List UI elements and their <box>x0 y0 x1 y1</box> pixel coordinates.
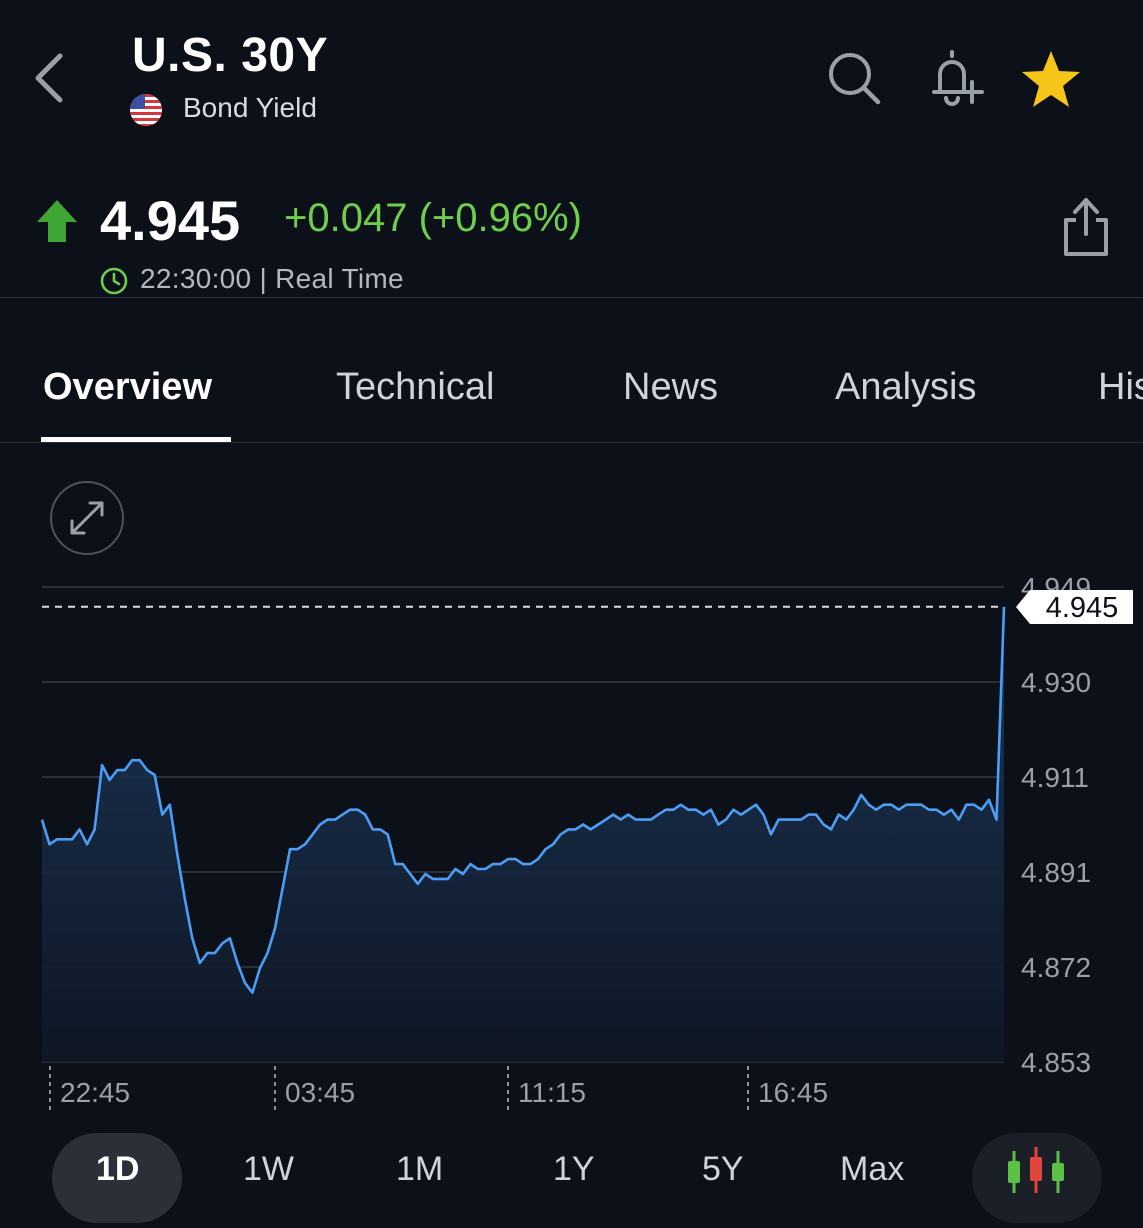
price-change: +0.047 (+0.96%) <box>284 196 582 240</box>
up-arrow-icon <box>36 198 78 244</box>
tab-historical[interactable]: His <box>1098 366 1143 408</box>
star-icon <box>1022 51 1080 107</box>
watchlist-star-button[interactable] <box>1018 48 1084 112</box>
share-button[interactable] <box>1060 196 1112 258</box>
tab-overview[interactable]: Overview <box>43 366 212 408</box>
page-title: U.S. 30Y <box>132 29 329 82</box>
quote-time-status: 22:30:00 | Real Time <box>140 263 404 294</box>
tab-news[interactable]: News <box>623 366 719 408</box>
us-flag-icon <box>130 94 162 126</box>
y-tick-label: 4.911 <box>1021 762 1089 793</box>
instrument-subtitle: Bond Yield <box>183 92 317 123</box>
price-alert-button[interactable] <box>922 46 984 108</box>
x-tick-label: 03:45 <box>285 1077 355 1108</box>
range-max-button[interactable]: Max <box>840 1150 905 1188</box>
last-value-tag: 4.945 <box>1016 590 1133 624</box>
range-1w-button[interactable]: 1W <box>243 1150 294 1188</box>
last-price: 4.945 <box>100 189 241 252</box>
x-tick-label: 11:15 <box>518 1077 586 1108</box>
chart-area-fill <box>42 606 1004 1062</box>
chart-type-button[interactable] <box>972 1133 1102 1223</box>
range-1d-label: 1D <box>96 1150 140 1188</box>
range-1m-button[interactable]: 1M <box>396 1150 444 1188</box>
tabs-divider <box>0 442 1143 443</box>
search-icon <box>829 53 881 105</box>
bell-plus-icon <box>932 50 984 106</box>
range-1y-button[interactable]: 1Y <box>553 1150 595 1188</box>
chart-series-line <box>40 606 1006 994</box>
y-tick-label: 4.872 <box>1021 952 1091 983</box>
tab-analysis[interactable]: Analysis <box>835 366 977 408</box>
y-tick-label: 4.891 <box>1021 857 1091 888</box>
divider <box>0 297 1143 298</box>
y-tick-label: 4.853 <box>1021 1047 1091 1078</box>
last-value-label: 4.945 <box>1046 592 1119 624</box>
range-5y-button[interactable]: 5Y <box>702 1150 744 1188</box>
back-button[interactable] <box>30 50 70 110</box>
expand-chart-button[interactable] <box>50 481 124 555</box>
x-tick-label: 22:45 <box>60 1077 130 1108</box>
tab-technical[interactable]: Technical <box>336 366 495 408</box>
candlestick-chart-icon <box>1008 1147 1064 1193</box>
back-chevron-icon <box>35 53 63 103</box>
x-tick-label: 16:45 <box>758 1077 828 1108</box>
active-tab-indicator <box>41 437 231 443</box>
clock-icon <box>99 266 129 296</box>
search-button[interactable] <box>826 50 882 106</box>
share-icon <box>1064 198 1108 256</box>
expand-icon <box>70 501 104 535</box>
y-tick-label: 4.930 <box>1021 667 1091 698</box>
